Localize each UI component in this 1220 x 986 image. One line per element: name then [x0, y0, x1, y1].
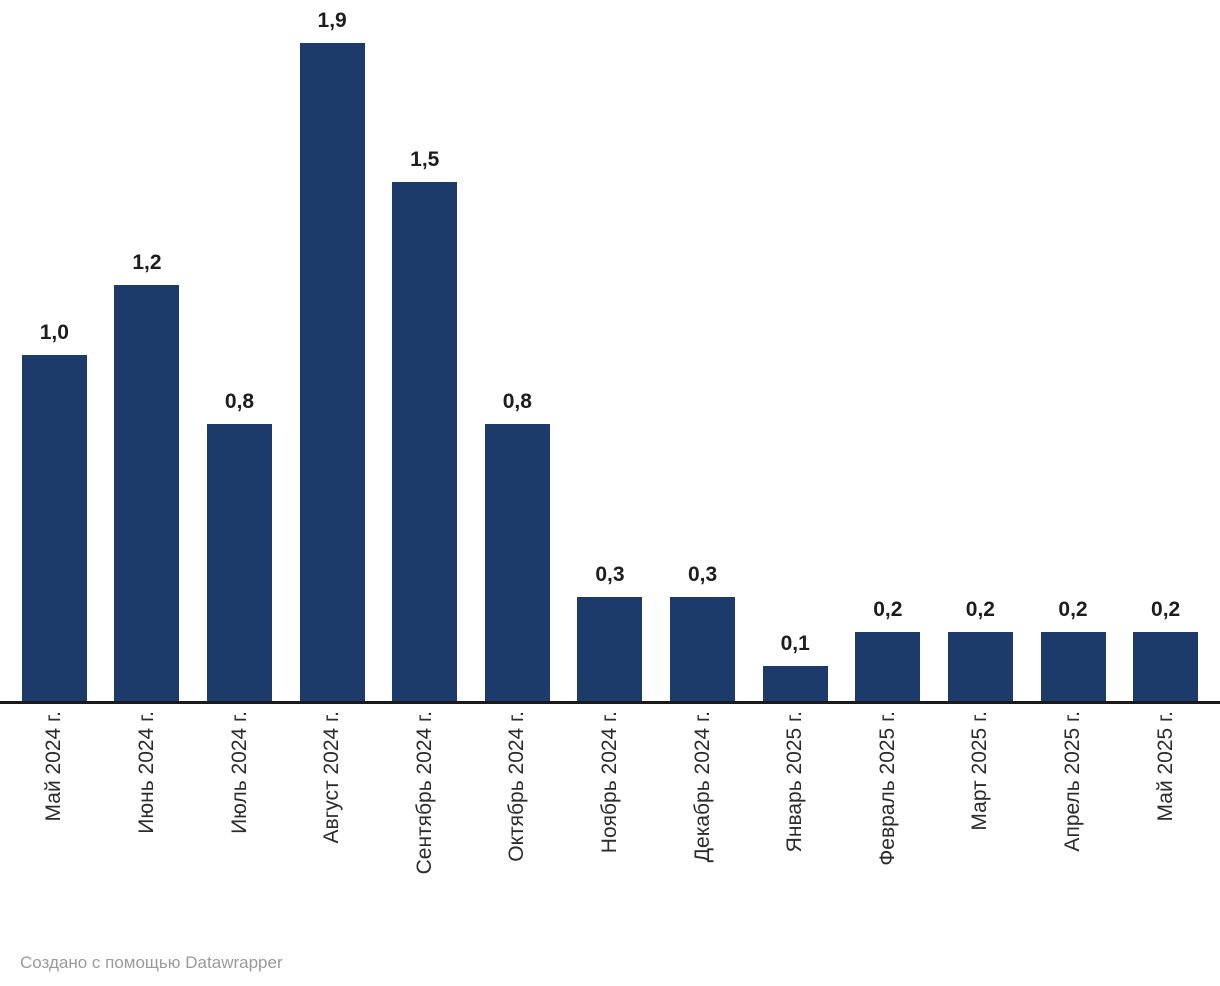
- bar-column: 0,8: [193, 390, 286, 701]
- bar-column: 0,3: [564, 563, 657, 701]
- bar-column: 1,0: [8, 321, 101, 701]
- bar-value-label: 1,2: [132, 251, 162, 274]
- bar-value-label: 0,1: [780, 632, 810, 655]
- bar: [207, 424, 273, 701]
- bar-column: 1,9: [286, 9, 379, 701]
- bar-value-label: 1,0: [39, 321, 69, 344]
- x-axis-label-cell: Август 2024 г.: [286, 711, 379, 911]
- plot-area: 1,0 1,2 0,8 1,9 1,5 0,8 0,3 0,3 0,1 0,2 0,2 0,2 0,2: [8, 9, 1212, 701]
- bar: [855, 632, 921, 701]
- attribution-text: Создано с помощью: [20, 953, 181, 972]
- bar: [392, 182, 458, 701]
- x-axis-label-cell: Апрель 2025 г.: [1027, 711, 1120, 911]
- x-axis-label-cell: Октябрь 2024 г.: [471, 711, 564, 911]
- bar: [762, 666, 828, 701]
- bar: [21, 355, 87, 701]
- bar-value-label: 1,9: [317, 9, 347, 32]
- x-axis-label-cell: Июнь 2024 г.: [101, 711, 194, 911]
- bar: [670, 597, 736, 701]
- bar: [577, 597, 643, 701]
- bar-value-label: 0,8: [224, 390, 255, 413]
- x-axis-label-cell: Декабрь 2024 г.: [656, 711, 749, 911]
- x-axis-label: Июнь 2024 г.: [134, 711, 158, 834]
- x-axis-label: Декабрь 2024 г.: [690, 711, 714, 863]
- x-axis-label: Октябрь 2024 г.: [505, 711, 529, 862]
- bar-value-label: 0,2: [1058, 598, 1088, 621]
- x-axis-label: Февраль 2025 г.: [875, 711, 899, 866]
- x-axis-label-cell: Март 2025 г.: [934, 711, 1027, 911]
- x-axis-label: Сентябрь 2024 г.: [412, 711, 436, 875]
- x-axis-label-cell: Январь 2025 г.: [749, 711, 842, 911]
- bar: [1040, 632, 1106, 701]
- bar-value-label: 0,2: [965, 598, 995, 621]
- bar: [947, 632, 1013, 701]
- x-axis-label: Май 2025 г.: [1153, 711, 1177, 822]
- bar: [484, 424, 550, 701]
- bar-column: 0,3: [656, 563, 749, 701]
- x-axis-label-cell: Сентябрь 2024 г.: [378, 711, 471, 911]
- bar-column: 0,2: [1119, 598, 1212, 701]
- x-axis-label: Январь 2025 г.: [783, 711, 807, 853]
- x-axis-line: [0, 701, 1220, 704]
- x-axis-label: Ноябрь 2024 г.: [597, 711, 621, 854]
- x-axis-label: Июль 2024 г.: [227, 711, 251, 834]
- bar-column: 0,2: [934, 598, 1027, 701]
- attribution-footer: Создано с помощью Datawrapper: [0, 951, 1220, 974]
- x-axis-label-cell: Май 2025 г.: [1119, 711, 1212, 911]
- bar-value-label: 0,3: [595, 563, 625, 586]
- bar-value-label: 0,2: [873, 598, 903, 621]
- bar-column: 1,2: [101, 251, 194, 701]
- bar-value-label: 0,2: [1151, 598, 1181, 621]
- bar-value-label: 0,8: [502, 390, 532, 413]
- bar-column: 0,2: [1027, 598, 1120, 701]
- bar-value-label: 1,5: [410, 148, 440, 171]
- x-axis-label-cell: Февраль 2025 г.: [841, 711, 934, 911]
- x-axis-label: Май 2024 г.: [42, 711, 66, 822]
- x-axis-labels: Май 2024 г. Июнь 2024 г. Июль 2024 г. Авгус…: [0, 711, 1220, 911]
- bar-column: 0,8: [471, 390, 564, 701]
- x-axis-label: Апрель 2025 г.: [1061, 711, 1084, 852]
- x-axis-label-cell: Июль 2024 г.: [193, 711, 286, 911]
- bar-column: 1,5: [378, 148, 471, 701]
- bar-value-label: 0,3: [687, 563, 718, 586]
- x-axis-label-cell: Май 2024 г.: [8, 711, 101, 911]
- bar: [1133, 632, 1199, 701]
- x-axis-label: Август 2024 г.: [320, 711, 344, 844]
- bar: [114, 285, 180, 701]
- bar: [299, 43, 365, 701]
- datawrapper-link[interactable]: Datawrapper: [185, 953, 283, 972]
- bar-column: 0,2: [841, 598, 934, 701]
- x-axis-label-cell: Ноябрь 2024 г.: [564, 711, 657, 911]
- bar-column: 0,1: [749, 632, 842, 701]
- x-axis-label: Март 2025 г.: [968, 711, 992, 831]
